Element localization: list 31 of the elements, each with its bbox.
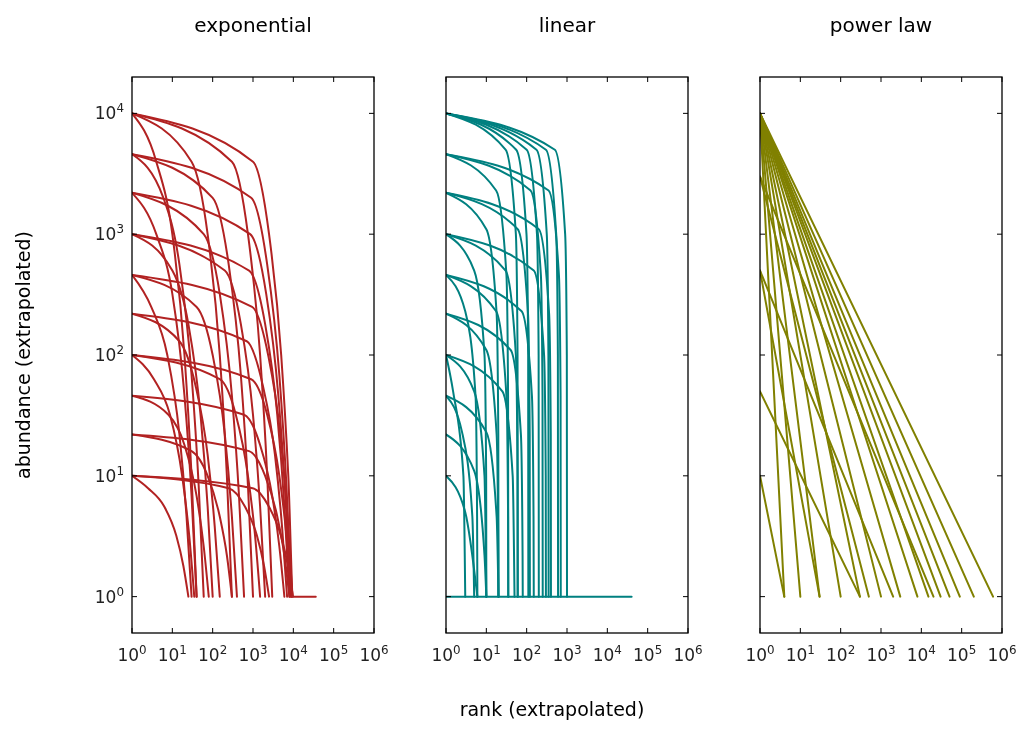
y-tick-label: 10$^{3}$ bbox=[94, 222, 124, 245]
x-tick-label: 10$^{3}$ bbox=[866, 643, 896, 665]
y-tick-label: 10$^{1}$ bbox=[94, 463, 124, 486]
x-tick-label: 10$^{0}$ bbox=[117, 643, 147, 665]
x-tick-label: 10$^{2}$ bbox=[512, 643, 542, 665]
y-tick-label: 10$^{2}$ bbox=[94, 343, 124, 365]
x-tick-label: 10$^{3}$ bbox=[552, 643, 582, 665]
x-tick-label: 10$^{3}$ bbox=[238, 643, 268, 665]
x-tick-label: 10$^{4}$ bbox=[592, 643, 622, 665]
x-tick-label: 10$^{2}$ bbox=[826, 643, 856, 665]
x-axis-title: rank (extrapolated) bbox=[459, 698, 645, 720]
x-tick-label: 10$^{6}$ bbox=[987, 643, 1017, 665]
x-tick-label: 10$^{5}$ bbox=[633, 643, 663, 665]
x-tick-label: 10$^{1}$ bbox=[471, 643, 501, 665]
x-tick-label: 10$^{6}$ bbox=[673, 643, 703, 665]
x-tick-label: 10$^{5}$ bbox=[319, 643, 349, 665]
x-tick-label: 10$^{4}$ bbox=[278, 643, 308, 665]
y-tick-label: 10$^{0}$ bbox=[94, 584, 124, 607]
x-tick-label: 10$^{6}$ bbox=[359, 643, 389, 665]
x-tick-label: 10$^{1}$ bbox=[785, 643, 815, 665]
y-tick-label: 10$^{4}$ bbox=[94, 101, 124, 124]
x-tick-label: 10$^{2}$ bbox=[198, 643, 228, 665]
y-axis-title: abundance (extrapolated) bbox=[12, 231, 34, 479]
chart-title: linear bbox=[538, 13, 597, 37]
x-tick-label: 10$^{5}$ bbox=[947, 643, 977, 665]
x-tick-label: 10$^{1}$ bbox=[157, 643, 187, 665]
chart-title: power law bbox=[829, 13, 933, 37]
x-tick-label: 10$^{4}$ bbox=[906, 643, 936, 665]
chart-title: exponential bbox=[194, 13, 312, 37]
x-tick-label: 10$^{0}$ bbox=[745, 643, 775, 665]
x-tick-label: 10$^{0}$ bbox=[431, 643, 461, 665]
